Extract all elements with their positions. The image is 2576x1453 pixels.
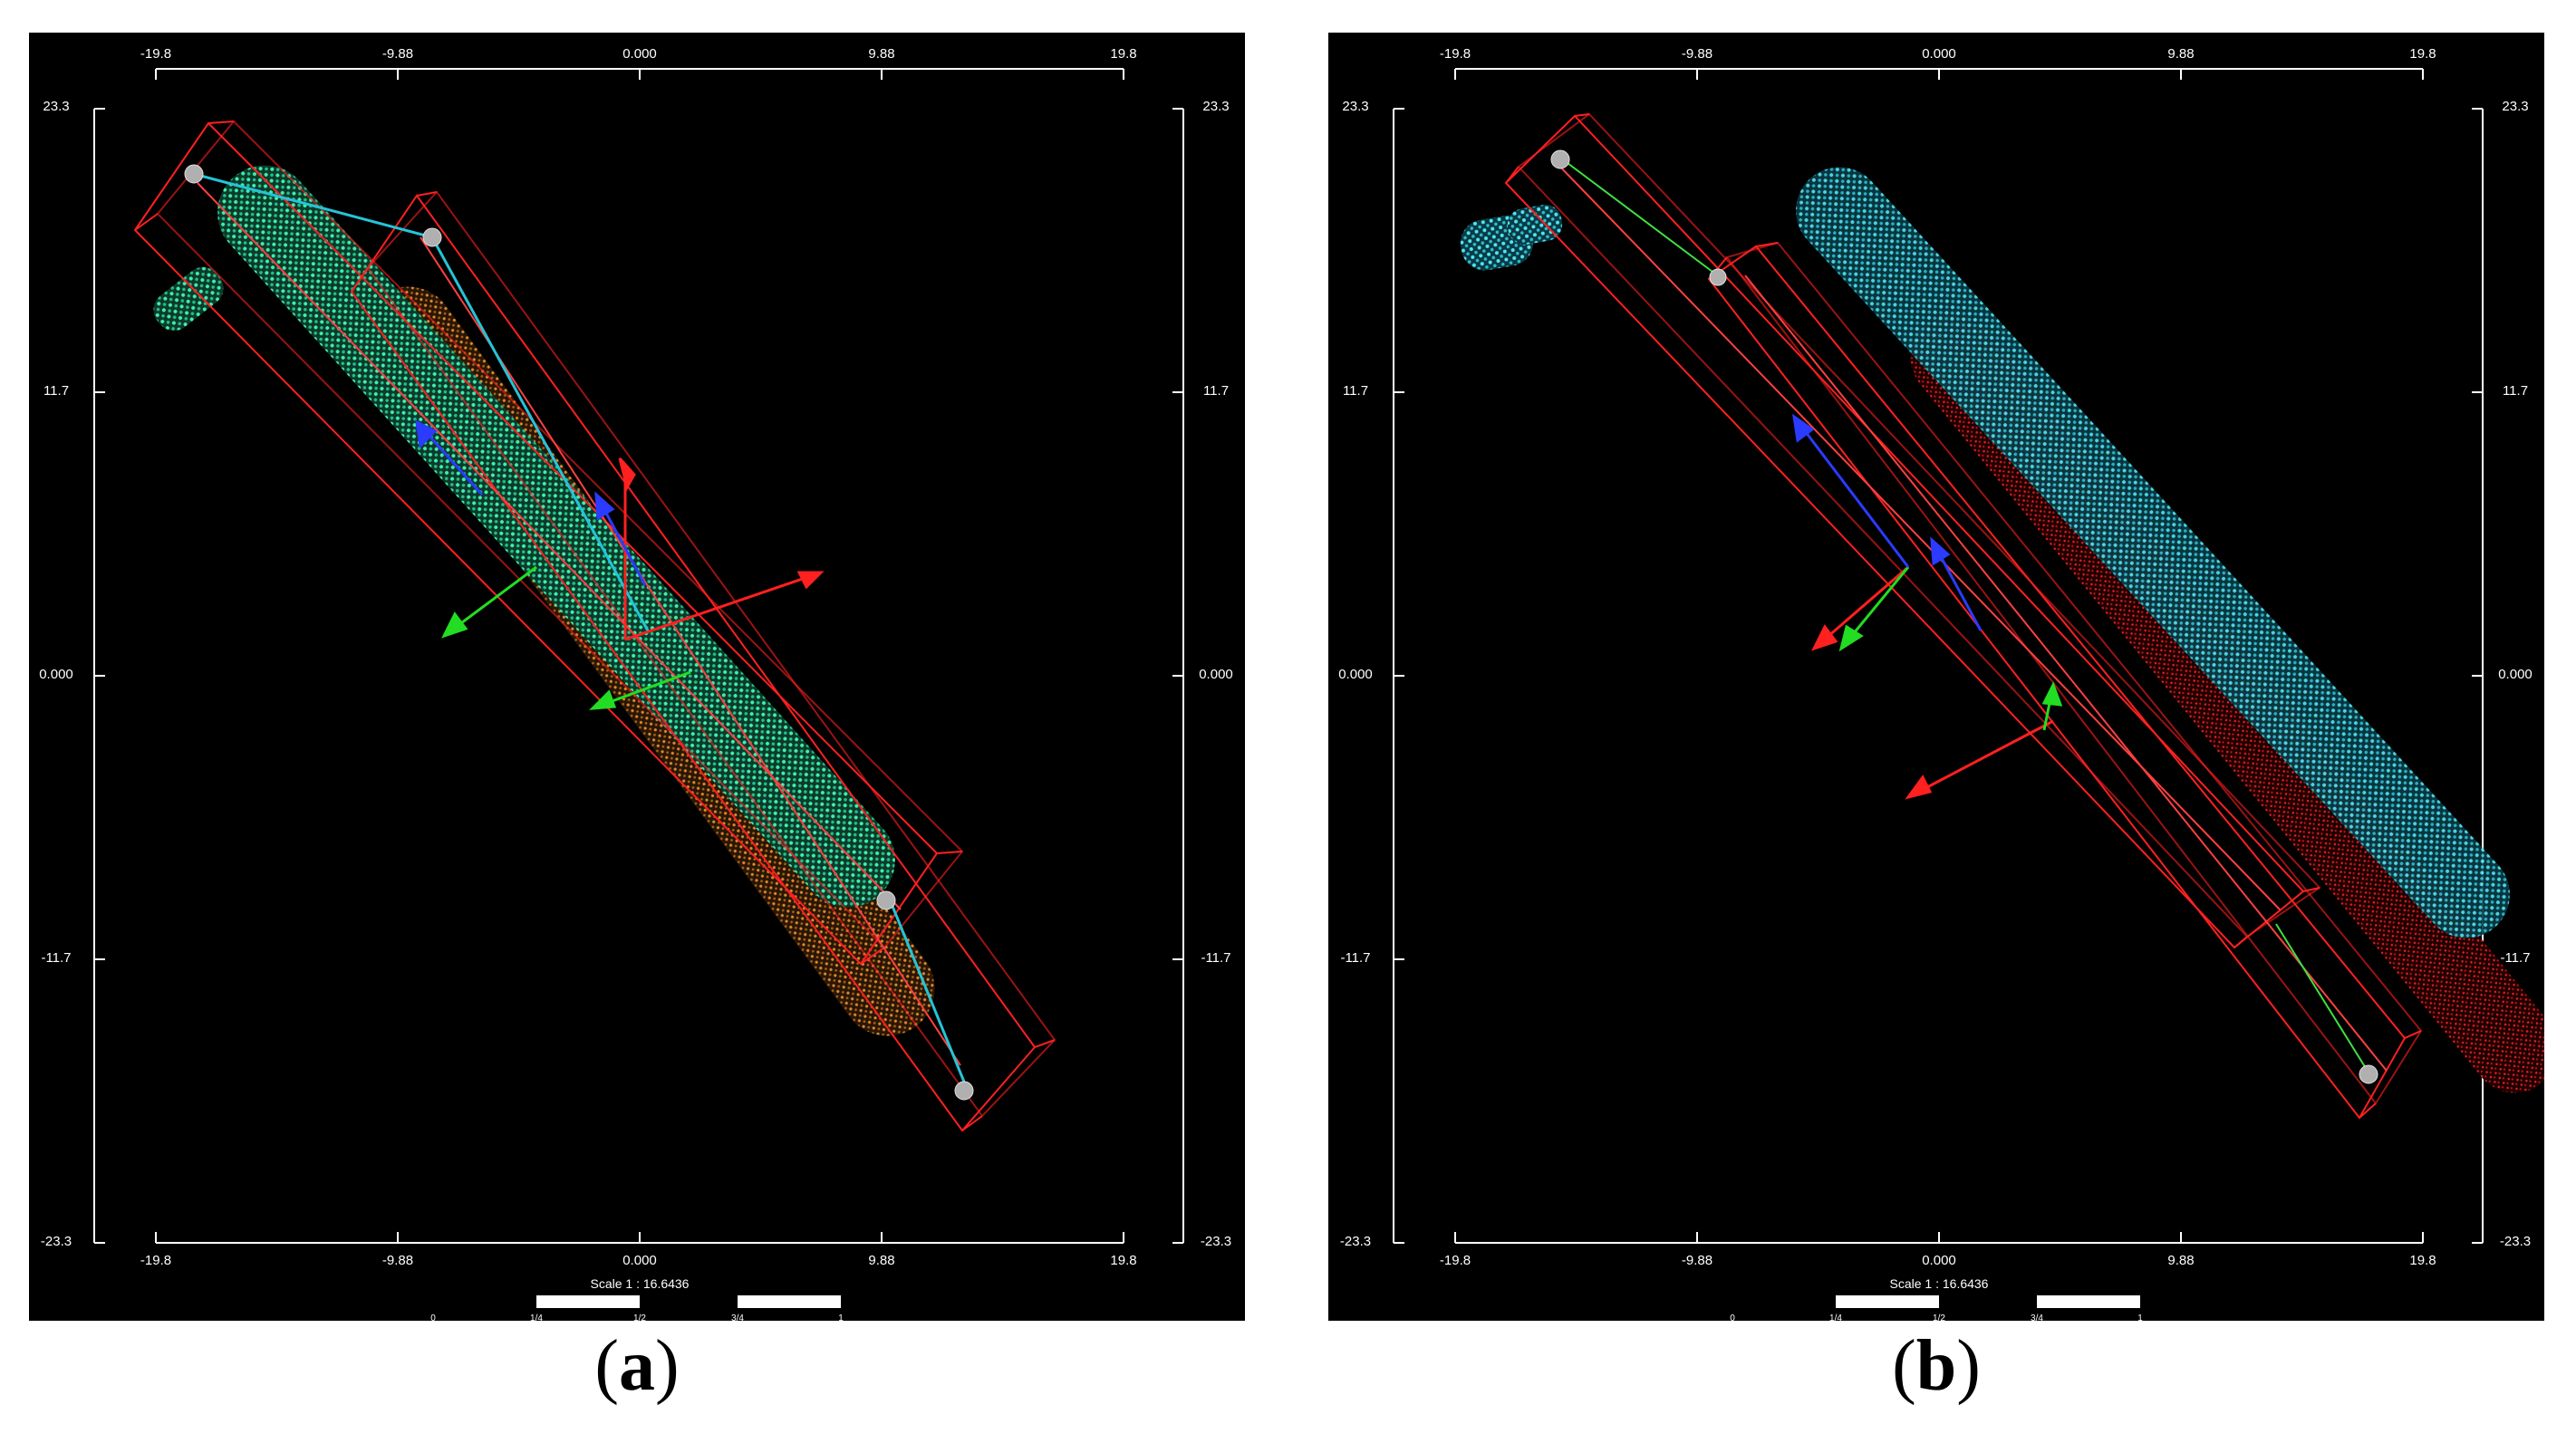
tick-label: 23.3: [1342, 99, 1368, 114]
scale-bar-a: Scale 1 : 16.6436 0 1/4 1/2 3/4 1: [430, 1276, 844, 1321]
axis-ticks-b: [1394, 69, 2483, 1244]
tick-label: -9.88: [1682, 46, 1713, 62]
scale-mark: 1/2: [633, 1313, 646, 1321]
tick-label: 11.7: [1343, 383, 1368, 399]
right-tick-labels-a: 23.3 11.7 0.000 -11.7 -23.3: [1199, 99, 1233, 1249]
tick-label: -19.8: [140, 46, 171, 62]
tick-label: 19.8: [2409, 46, 2436, 62]
keypoints-b: [1550, 149, 2378, 1084]
tick-label: 0.000: [1338, 667, 1373, 682]
axis-arrows-b: [1791, 413, 2063, 800]
left-tick-labels-b: 23.3 11.7 0.000 -11.7 -23.3: [1338, 99, 1373, 1249]
tick-label: 9.88: [2167, 46, 2194, 62]
tick-label: 11.7: [1203, 383, 1229, 399]
tick-label: 9.88: [2167, 1253, 2194, 1268]
tick-label: 0.000: [1199, 667, 1233, 682]
tick-label: -9.88: [382, 1253, 413, 1268]
tick-label: 23.3: [43, 99, 69, 114]
top-tick-labels-a: -19.8 -9.88 0.000 9.88 19.8: [140, 46, 1137, 62]
bounding-box-cyan: [1504, 112, 2321, 949]
tick-label: 0.000: [1922, 1253, 1956, 1268]
caption-letter: a: [619, 1326, 655, 1406]
tick-label: 0.000: [2498, 667, 2533, 682]
tick-label: 11.7: [43, 383, 69, 399]
link-lines-b: [1559, 157, 2369, 1073]
viewport-panel-a: -19.8 -9.88 0.000 9.88 19.8 -19.8 -9.88 …: [29, 33, 1245, 1321]
tick-label: -11.7: [1340, 950, 1370, 966]
scale-mark: 0: [1730, 1313, 1735, 1321]
tick-label: 19.8: [2409, 1253, 2436, 1268]
tick-label: -23.3: [1340, 1234, 1371, 1249]
scale-mark: 1/2: [1933, 1313, 1945, 1321]
tick-label: -11.7: [41, 950, 71, 966]
tick-label: -19.8: [140, 1253, 171, 1268]
bottom-tick-labels-a: -19.8 -9.88 0.000 9.88 19.8: [140, 1253, 1137, 1268]
caption-a: (a): [594, 1326, 680, 1406]
keypoints-a: [184, 164, 974, 1101]
bounding-box-green: [133, 120, 964, 966]
scale-mark: 3/4: [731, 1313, 744, 1321]
right-tick-labels-b: 23.3 11.7 0.000 -11.7 -23.3: [2498, 99, 2533, 1249]
bounding-box-red: [1707, 241, 2423, 1120]
tick-label: -19.8: [1440, 1253, 1471, 1268]
scale-mark: 0: [430, 1313, 436, 1321]
center-lines-b: [1554, 160, 2388, 1072]
tick-label: 19.8: [1110, 1253, 1136, 1268]
tick-label: 19.8: [1110, 46, 1136, 62]
tick-label: 11.7: [2503, 383, 2528, 399]
caption-b: (b): [1892, 1326, 1981, 1406]
tick-label: -9.88: [1682, 1253, 1713, 1268]
center-lines-a: [197, 182, 961, 1066]
tick-label: 0.000: [39, 667, 73, 682]
scale-label: Scale 1 : 16.6436: [1890, 1276, 1989, 1291]
scale-mark: 1: [2137, 1313, 2143, 1321]
caption-letter: b: [1915, 1326, 1957, 1406]
tick-label: -23.3: [2500, 1234, 2531, 1249]
scale-label: Scale 1 : 16.6436: [591, 1276, 690, 1291]
viewport-canvas-a: -19.8 -9.88 0.000 9.88 19.8 -19.8 -9.88 …: [39, 46, 1233, 1321]
tick-label: 9.88: [868, 46, 894, 62]
scale-mark: 1: [838, 1313, 844, 1321]
tick-label: 23.3: [1202, 99, 1229, 114]
left-tick-labels-a: 23.3 11.7 0.000 -11.7 -23.3: [39, 99, 73, 1249]
scale-mark: 3/4: [2031, 1313, 2043, 1321]
point-cloud-green: [153, 165, 895, 908]
tick-label: -11.7: [2500, 950, 2530, 966]
tick-label: -23.3: [1201, 1234, 1231, 1249]
tick-label: -19.8: [1440, 46, 1471, 62]
scale-mark: 1/4: [1829, 1313, 1842, 1321]
tick-label: -11.7: [1201, 950, 1230, 966]
tick-label: 23.3: [2502, 99, 2528, 114]
tick-label: -23.3: [41, 1234, 72, 1249]
scale-mark: 1/4: [530, 1313, 543, 1321]
tick-label: -9.88: [382, 46, 413, 62]
bottom-tick-labels-b: -19.8 -9.88 0.000 9.88 19.8: [1440, 1253, 2436, 1268]
top-tick-labels-b: -19.8 -9.88 0.000 9.88 19.8: [1440, 46, 2436, 62]
scale-bar-b: Scale 1 : 16.6436 0 1/4 1/2 3/4 1: [1730, 1276, 2143, 1321]
link-lines-a: [193, 172, 970, 1092]
tick-label: 0.000: [622, 46, 657, 62]
axis-arrows-a: [415, 419, 825, 710]
tick-label: 9.88: [868, 1253, 894, 1268]
tick-label: 0.000: [1922, 46, 1956, 62]
tick-label: 0.000: [622, 1253, 657, 1268]
point-cloud-cyan: [1460, 167, 2510, 938]
axis-ticks-a: [94, 69, 1183, 1244]
viewport-canvas-b: -19.8 -9.88 0.000 9.88 19.8 -19.8 -9.88 …: [1338, 46, 2544, 1321]
viewport-panel-b: -19.8 -9.88 0.000 9.88 19.8 -19.8 -9.88 …: [1328, 33, 2544, 1321]
